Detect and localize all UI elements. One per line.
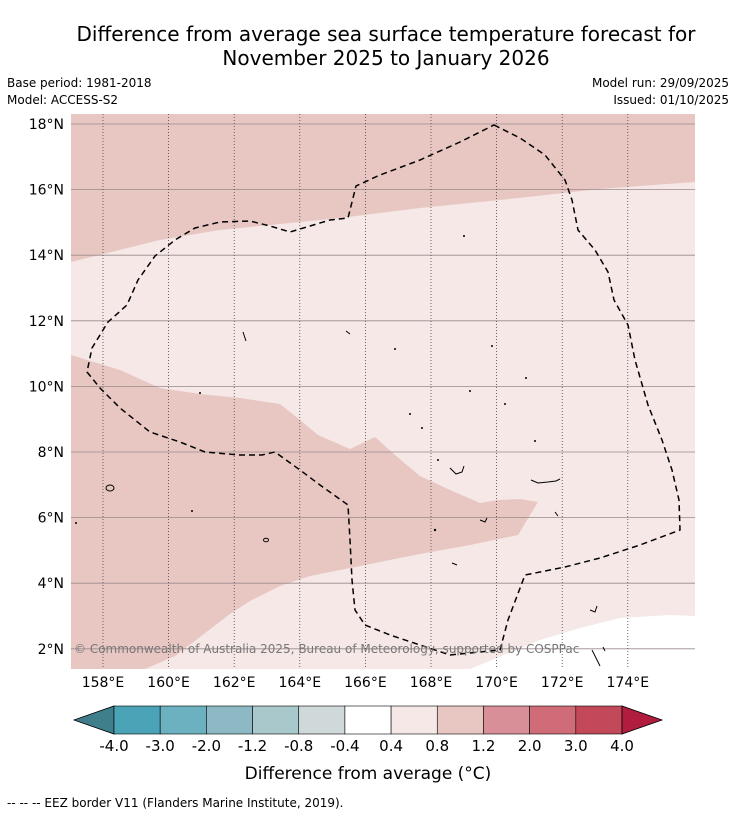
colorbar-swatch: [113, 705, 161, 735]
lon-tick-label: 164°E: [279, 675, 322, 691]
island-outline: [530, 478, 561, 484]
island-outline: [451, 562, 458, 566]
island-dot: [421, 427, 423, 429]
colorbar-swatch: [206, 705, 253, 735]
colorbar-tick-label: 1.2: [472, 737, 496, 755]
eez-border: [86, 124, 681, 656]
title-line-2: November 2025 to January 2026: [222, 46, 550, 70]
island-outline: [591, 649, 601, 667]
colorbar-swatch: [575, 705, 623, 735]
anomaly-region-southwest: [71, 355, 538, 669]
colorbar-swatch: [436, 705, 484, 735]
island-dot: [433, 528, 437, 532]
island-dot: [463, 235, 465, 237]
island-dot: [191, 510, 193, 512]
island-outline: [105, 484, 115, 492]
lon-tick-label: 166°E: [344, 675, 387, 691]
island-dot: [534, 440, 536, 442]
island-outline: [449, 465, 465, 475]
title-line-1: Difference from average sea surface temp…: [76, 22, 696, 46]
lon-tick-label: 174°E: [607, 675, 650, 691]
island-dots: [75, 235, 536, 532]
lat-tick-label: 16°N: [29, 183, 64, 199]
longitude-labels: 158°E 160°E 162°E 164°E 166°E 168°E 170°E 172°E…: [82, 675, 649, 691]
island-dot: [525, 377, 527, 379]
meta-right: Model run: 29/09/2025 Issued: 01/10/2025: [592, 75, 729, 109]
colorbar-tick-label: -0.8: [284, 737, 313, 755]
islands: [105, 330, 606, 667]
island-outline: [345, 330, 351, 335]
colorbar-extend-low: [72, 705, 115, 735]
model-run: Model run: 29/09/2025: [591, 76, 729, 90]
island-dot: [504, 403, 506, 405]
colorbar: -4.0 -3.0 -2.0 -1.2 -0.8 -0.4 0.4 0.8 1.2 2.0 3.0 4…: [72, 705, 664, 755]
island-dot: [469, 390, 471, 392]
lat-tick-label: 4°N: [38, 576, 64, 592]
copyright-notice: © Commonwealth of Australia 2025, Bureau…: [74, 642, 579, 656]
lat-tick-label: 18°N: [29, 117, 64, 133]
lon-tick-label: 170°E: [475, 675, 518, 691]
colorbar-swatch: [298, 705, 346, 735]
map-title: Difference from average sea surface temp…: [0, 22, 736, 70]
lon-tick-label: 162°E: [213, 675, 256, 691]
colorbar-tick-label: 4.0: [610, 737, 634, 755]
island-dot: [75, 522, 77, 524]
colorbar-swatch: [344, 705, 392, 735]
island-outline: [242, 331, 247, 342]
island-outline: [602, 646, 606, 652]
island-dot: [437, 459, 439, 461]
colorbar-swatch: [252, 705, 300, 735]
lat-tick-label: 12°N: [29, 314, 64, 330]
colorbar-swatch: [483, 705, 530, 735]
island-dot: [491, 345, 493, 347]
island-dot: [409, 413, 411, 415]
lat-tick-label: 8°N: [38, 445, 64, 461]
grid-lines: [71, 114, 695, 669]
eez-legend-note: -- -- -- EEZ border V11 (Flanders Marine…: [7, 796, 344, 810]
lat-tick-label: 14°N: [29, 248, 64, 264]
latitude-labels: 18°N 16°N 14°N 12°N 10°N 8°N 6°N 4°N 2°N: [29, 117, 64, 658]
island-dot: [394, 348, 396, 350]
map-area: © Commonwealth of Australia 2025, Bureau…: [71, 114, 695, 669]
island-outline: [554, 511, 559, 517]
colorbar-tick-label: 3.0: [564, 737, 588, 755]
colorbar-tick-label: 2.0: [518, 737, 542, 755]
colorbar-tick-label: -4.0: [99, 737, 128, 755]
colorbar-tick-label: -0.4: [330, 737, 359, 755]
lat-tick-label: 10°N: [29, 379, 64, 395]
colorbar-swatch: [390, 705, 438, 735]
colorbar-tick-label: 0.4: [379, 737, 403, 755]
island-outline: [263, 537, 269, 543]
lon-tick-label: 172°E: [541, 675, 584, 691]
issued-date: Issued: 01/10/2025: [613, 93, 729, 107]
lon-tick-label: 160°E: [147, 675, 190, 691]
colorbar-swatch: [159, 705, 207, 735]
island-outline: [479, 517, 488, 523]
colorbar-swatch: [529, 705, 577, 735]
colorbar-extend-high: [621, 705, 664, 735]
colorbar-label: Difference from average (°C): [244, 764, 492, 784]
lon-tick-label: 158°E: [82, 675, 125, 691]
colorbar-tick-label: -3.0: [146, 737, 175, 755]
colorbar-tick-label: -1.2: [238, 737, 267, 755]
model-name: Model: ACCESS-S2: [7, 93, 119, 107]
lat-tick-label: 2°N: [38, 642, 64, 658]
lat-tick-label: 6°N: [38, 511, 64, 527]
lon-tick-label: 168°E: [410, 675, 453, 691]
island-dot: [199, 392, 201, 394]
anomaly-region-southeast: [470, 615, 695, 669]
meta-left: Base period: 1981-2018 Model: ACCESS-S2: [7, 75, 152, 109]
colorbar-tick-label: -2.0: [192, 737, 221, 755]
island-outline: [589, 605, 598, 613]
colorbar-tick-label: 0.8: [425, 737, 449, 755]
base-period: Base period: 1981-2018: [7, 76, 152, 90]
